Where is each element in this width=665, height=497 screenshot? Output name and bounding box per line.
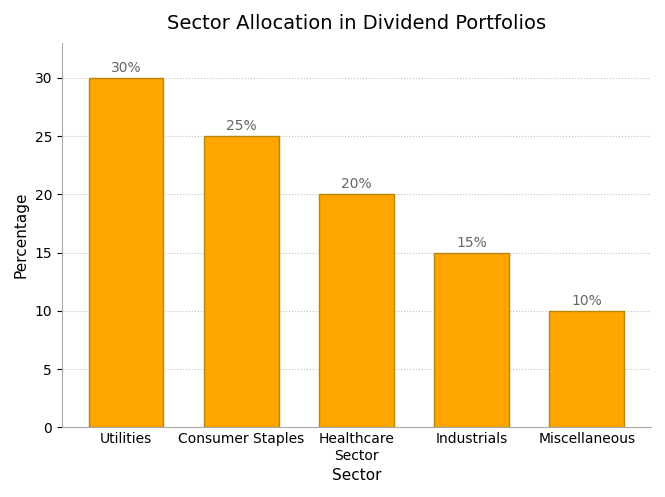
Bar bbox=[549, 311, 624, 427]
Text: 25%: 25% bbox=[226, 119, 257, 133]
Bar bbox=[203, 136, 279, 427]
Title: Sector Allocation in Dividend Portfolios: Sector Allocation in Dividend Portfolios bbox=[167, 14, 546, 33]
Text: 20%: 20% bbox=[341, 177, 372, 191]
Y-axis label: Percentage: Percentage bbox=[14, 192, 29, 278]
Bar bbox=[88, 78, 164, 427]
Bar bbox=[434, 252, 509, 427]
Text: 10%: 10% bbox=[571, 294, 602, 308]
Bar bbox=[319, 194, 394, 427]
Text: 30%: 30% bbox=[110, 61, 142, 75]
Text: 15%: 15% bbox=[456, 236, 487, 249]
X-axis label: Sector: Sector bbox=[332, 468, 381, 483]
